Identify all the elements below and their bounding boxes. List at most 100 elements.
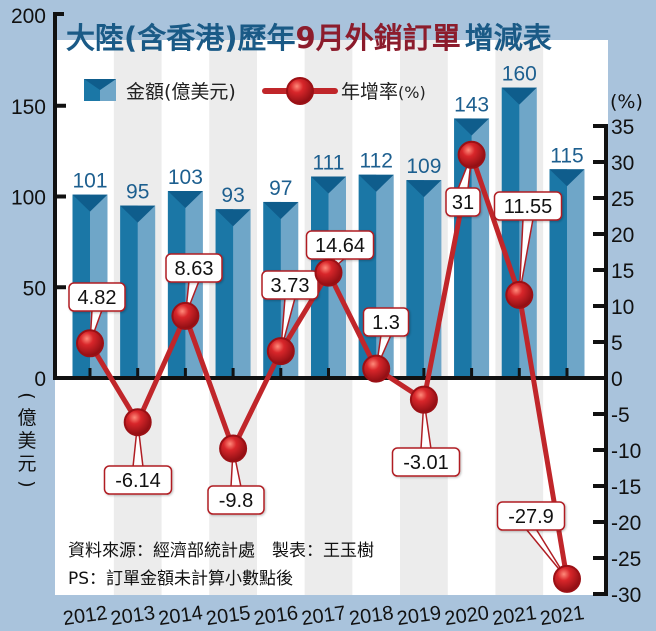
growth-marker bbox=[76, 329, 104, 358]
right-axis-tick-label: 20 bbox=[611, 224, 634, 247]
left-axis-unit-vertical: ( 億美元) bbox=[16, 392, 38, 487]
right-axis-unit: (%) bbox=[610, 91, 643, 113]
growth-value-label: 11.55 bbox=[504, 196, 553, 218]
right-axis-tick-label: 0 bbox=[611, 368, 623, 391]
bar-value-label: 111 bbox=[313, 152, 345, 175]
title-part2: 9月外銷訂單 bbox=[296, 21, 461, 55]
x-axis-year-label: 2021 bbox=[491, 602, 538, 630]
bar: 95 bbox=[120, 181, 156, 378]
x-axis-year-label: 2015 bbox=[205, 602, 252, 630]
right-axis-tick-label: 35 bbox=[611, 116, 634, 139]
growth-callout: 11.55 bbox=[493, 191, 563, 295]
growth-value-label: 8.63 bbox=[175, 258, 214, 280]
left-axis-tick-label: 200 bbox=[11, 5, 46, 28]
bar: 143 bbox=[454, 93, 489, 378]
x-axis-year-label: 2013 bbox=[109, 602, 156, 630]
growth-callout: 8.63 bbox=[165, 253, 223, 317]
legend-line-icon bbox=[262, 77, 338, 105]
right-axis-tick-label: 15 bbox=[611, 260, 634, 283]
growth-marker bbox=[505, 280, 534, 309]
growth-marker bbox=[409, 385, 438, 414]
growth-value-label: -3.01 bbox=[403, 452, 449, 474]
right-axis-tick-label: 5 bbox=[611, 332, 623, 355]
right-axis-tick-label: -30 bbox=[611, 584, 641, 607]
right-axis: 35 30 25 20 15 10 5 0 -5 -10 -15 -20 -25 -30 (%) bbox=[593, 91, 643, 607]
bar-value-label: 101 bbox=[72, 170, 107, 193]
x-axis-year-label: 2018 bbox=[348, 602, 395, 630]
growth-marker bbox=[171, 301, 200, 330]
right-axis-tick-label: -20 bbox=[611, 512, 641, 535]
growth-value-label: -9.8 bbox=[219, 490, 253, 512]
growth-value-label: -6.14 bbox=[115, 470, 161, 492]
growth-value-label: -27.9 bbox=[508, 506, 554, 528]
legend: 金額(億美元) 年增率(%) bbox=[84, 77, 426, 105]
left-axis-tick-label: 150 bbox=[11, 96, 46, 119]
bar-value-label: 103 bbox=[168, 166, 203, 189]
growth-marker bbox=[266, 337, 295, 366]
bar-value-label: 112 bbox=[359, 150, 392, 173]
growth-value-label: 1.3 bbox=[372, 312, 400, 334]
growth-callout: 3.73 bbox=[261, 270, 319, 352]
right-axis-tick-label: 30 bbox=[611, 152, 634, 175]
growth-callout: -27.9 bbox=[496, 501, 568, 580]
left-axis: 0 50 100 150 200 bbox=[11, 5, 66, 391]
growth-marker bbox=[314, 258, 343, 287]
left-axis-tick-label: 100 bbox=[11, 187, 46, 210]
right-axis-tick-label: 10 bbox=[611, 296, 634, 319]
growth-value-label: 14.64 bbox=[315, 235, 365, 257]
x-axis-labels: 2012 2013 2014 2015 2016 2017 2018 2019 2020 2021… bbox=[62, 602, 586, 630]
growth-value-label: 3.73 bbox=[271, 275, 310, 297]
legend-bar-icon bbox=[84, 79, 116, 101]
growth-marker bbox=[123, 408, 152, 437]
growth-callout: 14.64 bbox=[305, 230, 375, 274]
growth-callout: -9.8 bbox=[207, 448, 265, 515]
right-axis-tick-label: 25 bbox=[611, 188, 634, 211]
bar: 93 bbox=[215, 184, 251, 378]
bar: 109 bbox=[406, 155, 441, 378]
left-axis-tick-label: 0 bbox=[34, 368, 46, 391]
growth-callout: 4.82 bbox=[68, 282, 126, 344]
source-note: 資料來源：經濟部統計處 製表：王玉樹 bbox=[68, 541, 374, 561]
growth-marker bbox=[362, 354, 391, 383]
growth-callout: -6.14 bbox=[103, 422, 173, 495]
bar-value-label: 95 bbox=[126, 181, 149, 204]
bar-value-label: 93 bbox=[221, 184, 244, 207]
x-axis-year-label: 2016 bbox=[252, 602, 299, 630]
legend-line-label: 年增率(%) bbox=[341, 81, 426, 103]
x-axis-year-label: 2021 bbox=[539, 602, 586, 630]
bar-value-label: 143 bbox=[454, 93, 489, 116]
right-axis-tick-label: -5 bbox=[611, 404, 630, 427]
right-axis-tick-label: -15 bbox=[611, 476, 641, 499]
title-part1: 大陸(含香港)歷年 bbox=[66, 21, 296, 55]
title-part3: 增減表 bbox=[465, 21, 552, 55]
growth-value-label: 31 bbox=[452, 192, 474, 214]
left-axis-tick-label: 50 bbox=[23, 277, 46, 300]
bar-value-label: 160 bbox=[502, 63, 537, 86]
x-axis-year-label: 2020 bbox=[443, 602, 490, 630]
bar-value-label: 115 bbox=[550, 144, 583, 167]
bar-value-label: 109 bbox=[406, 155, 441, 178]
x-axis-year-label: 2017 bbox=[300, 602, 347, 630]
growth-callout: -3.01 bbox=[391, 399, 461, 477]
svg-text:): ) bbox=[16, 480, 38, 487]
growth-marker bbox=[553, 564, 581, 593]
svg-text:美: 美 bbox=[17, 430, 36, 452]
svg-text:(: ( bbox=[16, 392, 38, 399]
growth-marker bbox=[219, 434, 248, 463]
ps-note: PS：訂單金額未計算小數點後 bbox=[68, 569, 293, 589]
growth-value-label: 4.82 bbox=[78, 287, 117, 309]
right-axis-tick-label: -10 bbox=[611, 440, 641, 463]
x-axis-year-label: 2012 bbox=[62, 602, 109, 630]
bar: 115 bbox=[549, 144, 585, 378]
svg-text:億: 億 bbox=[17, 407, 36, 429]
svg-text:元: 元 bbox=[17, 453, 36, 475]
chart-title: 大陸(含香港)歷年9月外銷訂單 增減表 bbox=[66, 21, 552, 55]
growth-marker bbox=[457, 140, 486, 169]
x-axis-year-label: 2019 bbox=[396, 602, 443, 630]
bar-value-label: 97 bbox=[269, 177, 292, 200]
growth-callout: 1.3 bbox=[362, 307, 410, 369]
growth-callout: 31 bbox=[445, 154, 481, 217]
right-axis-tick-label: -25 bbox=[611, 548, 641, 571]
